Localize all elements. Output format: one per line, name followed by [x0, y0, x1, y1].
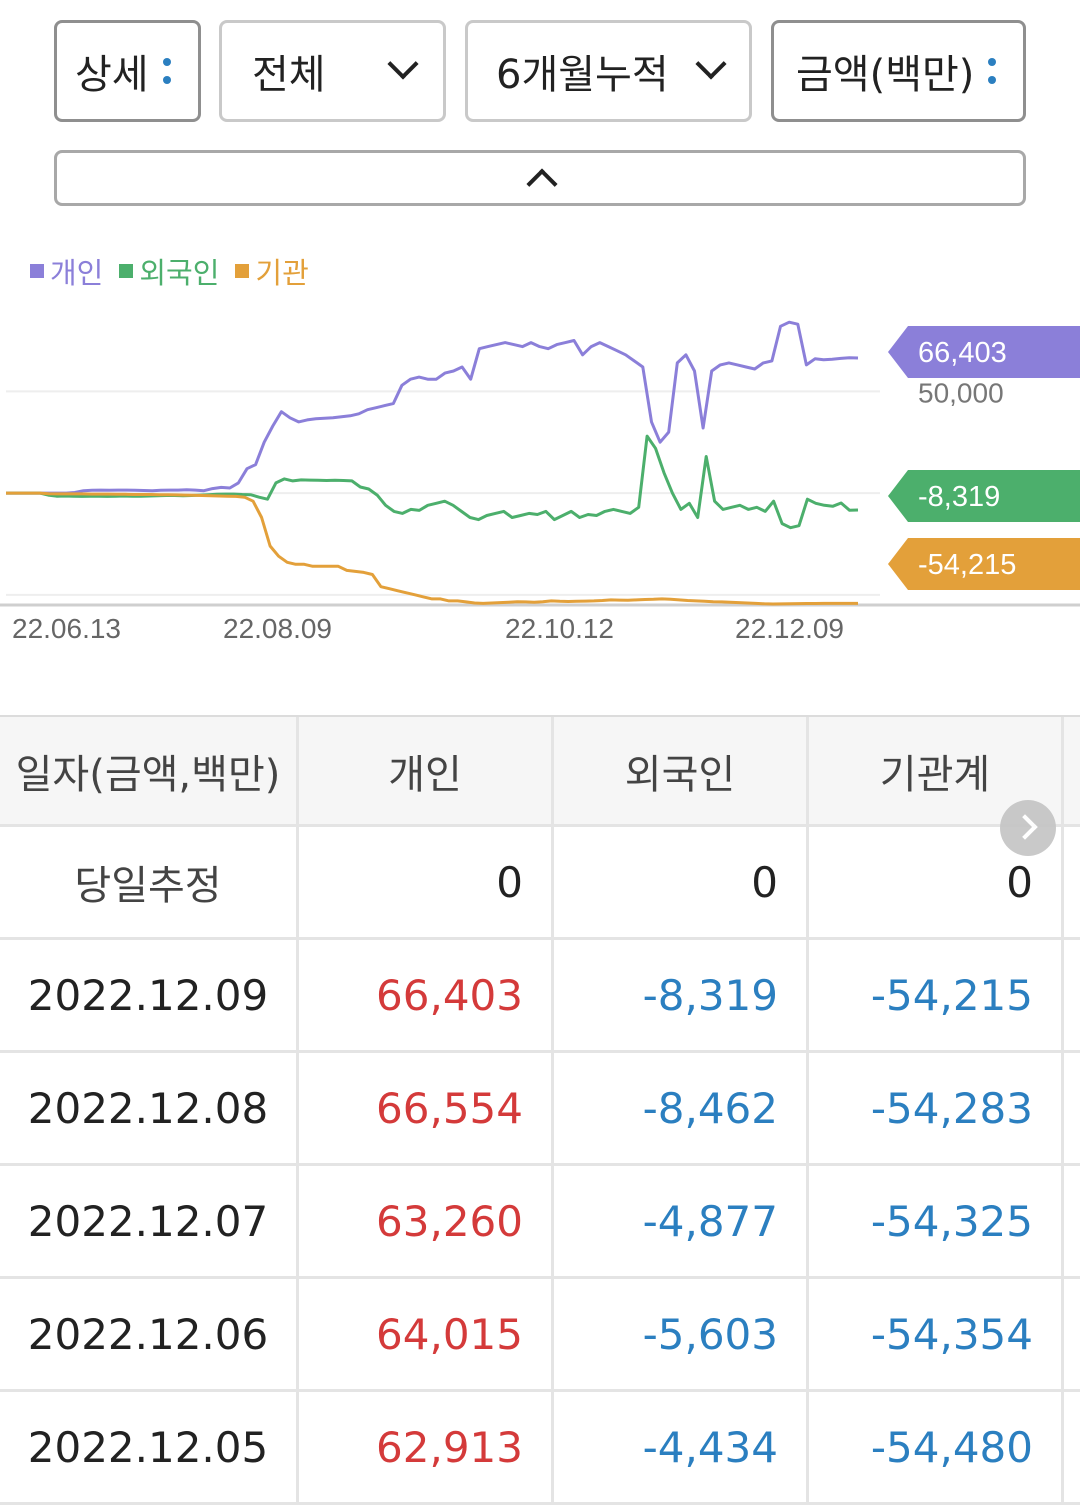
row-date: 2022.12.08 — [0, 1053, 299, 1163]
chevron-right-icon — [1012, 814, 1038, 840]
series-line — [6, 491, 858, 606]
period-select[interactable]: 6개월누적 — [465, 20, 752, 122]
row-foreign: -8,462 — [554, 1053, 809, 1163]
more-dots-icon — [162, 58, 171, 84]
row-individual: 64,015 — [299, 1279, 554, 1389]
row-institution: -54,354 — [809, 1279, 1064, 1389]
header-foreign: 외국인 — [554, 717, 809, 824]
table-header-row: 일자(금액,백만) 개인 외국인 기관계 — [0, 715, 1080, 827]
series-line — [6, 434, 859, 530]
legend-label: 외국인 — [139, 256, 220, 290]
series-end-badge — [888, 470, 1080, 522]
row-overflow — [1064, 1279, 1080, 1389]
row-individual: 63,260 — [299, 1166, 554, 1276]
unit-label: 금액(백만) — [796, 52, 975, 98]
more-dots-icon — [988, 58, 997, 84]
legend-item-foreign[interactable]: 외국인 — [119, 250, 219, 292]
today-label: 당일추정 — [0, 827, 299, 937]
row-foreign: -8,319 — [554, 940, 809, 1050]
series-end-badge — [888, 326, 1080, 378]
row-overflow — [1064, 1392, 1080, 1502]
today-institution: 0 — [809, 827, 1064, 937]
row-overflow — [1064, 1166, 1080, 1276]
row-individual: 66,554 — [299, 1053, 554, 1163]
series-end-label: 66,403 — [918, 337, 1007, 369]
row-date: 2022.12.09 — [0, 940, 299, 1050]
row-institution: -54,480 — [809, 1392, 1064, 1502]
detail-label: 상세 — [75, 52, 149, 98]
row-foreign: -5,603 — [554, 1279, 809, 1389]
row-overflow — [1064, 827, 1080, 937]
row-institution: -54,325 — [809, 1166, 1064, 1276]
legend-swatch — [235, 264, 250, 278]
row-individual: 66,403 — [299, 940, 554, 1050]
table-row: 2022.12.08 66,554 -8,462 -54,283 — [0, 1053, 1080, 1166]
period-label: 6개월누적 — [496, 52, 669, 98]
header-overflow — [1064, 717, 1080, 824]
row-overflow — [1064, 1053, 1080, 1163]
series-line — [6, 320, 859, 495]
legend-swatch — [30, 264, 44, 278]
row-foreign: -4,434 — [554, 1392, 809, 1502]
legend-label: 기관 — [255, 256, 309, 290]
table-row: 2022.12.07 63,260 -4,877 -54,325 — [0, 1166, 1080, 1279]
x-tick-label: 22.06.13 — [12, 613, 121, 644]
today-foreign: 0 — [554, 827, 809, 937]
series-end-badge — [888, 538, 1080, 590]
series-end-label: -54,215 — [918, 549, 1016, 581]
header-date: 일자(금액,백만) — [0, 717, 299, 824]
table-row: 2022.12.06 64,015 -5,603 -54,354 — [0, 1279, 1080, 1392]
investor-flow-chart[interactable]: 50,0000 66,403-8,319-54,215 22.06.1322.0… — [0, 300, 1080, 660]
collapse-toggle[interactable] — [54, 150, 1026, 206]
scroll-right-button[interactable] — [1000, 800, 1056, 856]
table-row-today: 당일추정 0 0 0 — [0, 827, 1080, 940]
row-overflow — [1064, 940, 1080, 1050]
x-tick-label: 22.10.12 — [505, 613, 614, 644]
chevron-up-icon — [526, 168, 558, 200]
scope-label: 전체 — [252, 52, 326, 98]
header-individual: 개인 — [299, 717, 554, 824]
header-institution: 기관계 — [809, 717, 1064, 824]
y-tick-label: 50,000 — [918, 377, 1004, 408]
table-row: 2022.12.05 62,913 -4,434 -54,480 — [0, 1392, 1080, 1505]
legend-item-institution[interactable]: 기관 — [235, 250, 309, 292]
row-institution: -54,283 — [809, 1053, 1064, 1163]
legend-item-individual[interactable]: 개인 — [30, 250, 103, 292]
row-foreign: -4,877 — [554, 1166, 809, 1276]
row-individual: 62,913 — [299, 1392, 554, 1502]
row-date: 2022.12.07 — [0, 1166, 299, 1276]
chart-legend: 개인 외국인 기관 — [30, 250, 309, 292]
detail-button[interactable]: 상세 — [54, 20, 201, 122]
x-tick-label: 22.12.09 — [735, 613, 844, 644]
unit-button[interactable]: 금액(백만) — [771, 20, 1026, 122]
chevron-down-icon — [387, 48, 419, 80]
row-institution: -54,215 — [809, 940, 1064, 1050]
series-end-label: -8,319 — [918, 481, 1000, 513]
row-date: 2022.12.05 — [0, 1392, 299, 1502]
legend-swatch — [119, 264, 134, 278]
x-tick-label: 22.08.09 — [223, 613, 332, 644]
chevron-down-icon — [695, 48, 727, 80]
row-date: 2022.12.06 — [0, 1279, 299, 1389]
legend-label: 개인 — [50, 256, 104, 290]
today-individual: 0 — [299, 827, 554, 937]
table-row: 2022.12.09 66,403 -8,319 -54,215 — [0, 940, 1080, 1053]
scope-select[interactable]: 전체 — [219, 20, 446, 122]
